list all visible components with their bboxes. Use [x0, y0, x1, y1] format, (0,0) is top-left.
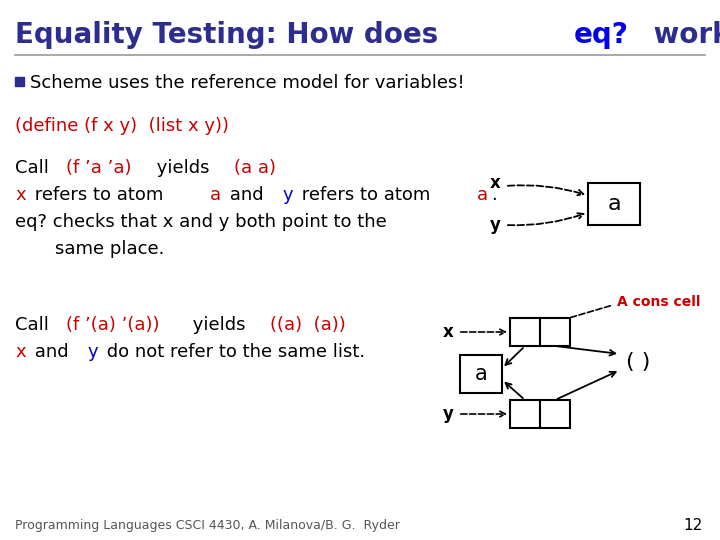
Bar	[510, 318, 540, 346]
Text: x: x	[15, 343, 26, 361]
Text: y: y	[282, 186, 293, 204]
Bar	[460, 355, 502, 393]
Text: eq?: eq?	[574, 21, 629, 49]
Text: and: and	[224, 186, 269, 204]
Text: and: and	[29, 343, 74, 361]
Text: refers to atom: refers to atom	[296, 186, 436, 204]
Text: (f ’a ’a): (f ’a ’a)	[66, 159, 132, 177]
Text: a: a	[474, 364, 487, 384]
Text: y: y	[490, 216, 501, 234]
Text: 12: 12	[684, 518, 703, 534]
Text: x: x	[490, 174, 500, 192]
Text: same place.: same place.	[55, 240, 164, 258]
Text: A cons cell: A cons cell	[617, 295, 701, 309]
Text: eq? checks that x and y both point to the: eq? checks that x and y both point to th…	[15, 213, 387, 231]
Text: Equality Testing: How does: Equality Testing: How does	[15, 21, 448, 49]
Text: y: y	[443, 405, 454, 423]
Text: ( ): ( )	[626, 352, 650, 372]
Text: refers to atom: refers to atom	[29, 186, 168, 204]
Text: .: .	[491, 186, 497, 204]
Text: a: a	[210, 186, 220, 204]
Bar	[540, 318, 570, 346]
Bar	[510, 400, 540, 428]
Text: Call: Call	[15, 159, 55, 177]
Text: x: x	[443, 323, 454, 341]
Text: Call: Call	[15, 316, 55, 334]
Text: yields: yields	[150, 159, 215, 177]
Text: y: y	[87, 343, 98, 361]
Text: Programming Languages CSCI 4430, A. Milanova/B. G.  Ryder: Programming Languages CSCI 4430, A. Mila…	[15, 519, 400, 532]
Bar	[588, 183, 640, 225]
Text: work?: work?	[644, 21, 720, 49]
Bar	[540, 400, 570, 428]
Bar	[15, 77, 24, 86]
Text: x: x	[15, 186, 26, 204]
Text: ((a)  (a)): ((a) (a))	[270, 316, 346, 334]
Text: Scheme uses the reference model for variables!: Scheme uses the reference model for vari…	[30, 74, 464, 92]
Text: do not refer to the same list.: do not refer to the same list.	[101, 343, 365, 361]
Text: a: a	[477, 186, 488, 204]
Text: (a a): (a a)	[233, 159, 276, 177]
Text: (f ’(a) ’(a)): (f ’(a) ’(a))	[66, 316, 160, 334]
Text: a: a	[607, 194, 621, 214]
Text: yields: yields	[186, 316, 251, 334]
Text: (define (f x y)  (list x y)): (define (f x y) (list x y))	[15, 117, 229, 135]
